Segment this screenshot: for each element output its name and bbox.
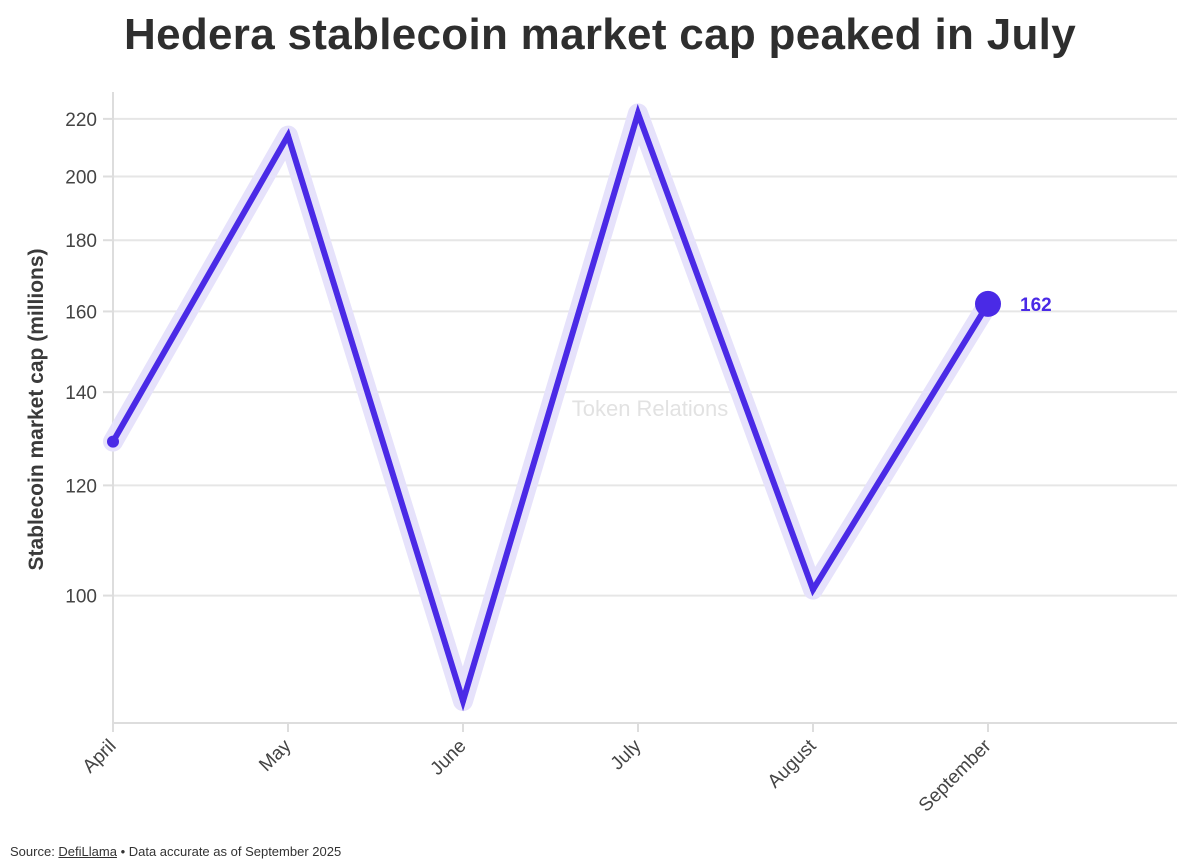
source-prefix: Source: (10, 844, 59, 859)
y-axis-title: Stablecoin market cap (millions) (25, 248, 48, 570)
start-point-marker (107, 435, 119, 448)
y-tick-label: 140 (65, 383, 97, 404)
x-tick-label: September (915, 735, 996, 816)
end-point-marker (975, 290, 1001, 317)
y-tick-label: 120 (65, 476, 97, 497)
y-tick-label: 180 (65, 231, 97, 252)
end-value-label: 162 (1020, 295, 1052, 316)
x-tick-label: July (607, 735, 646, 774)
series-line (110, 103, 991, 712)
x-tick-label: June (427, 736, 471, 780)
source-note: Source: DefiLlama • Data accurate as of … (10, 844, 341, 859)
data-point (460, 698, 466, 705)
series-layer (103, 103, 1001, 712)
data-point (810, 586, 816, 593)
chart-title: Hedera stablecoin market cap peaked in J… (124, 10, 1076, 59)
watermark: Token Relations (572, 396, 729, 421)
axis-layer: 100 120 140 160 180 200 220 April May June July Aug… (25, 92, 1177, 816)
data-point (285, 132, 291, 139)
data-point (635, 110, 641, 117)
source-suffix: • Data accurate as of September 2025 (116, 844, 342, 859)
source-link[interactable]: DefiLlama (58, 844, 117, 859)
label-layer: 162 (1020, 295, 1052, 316)
y-tick-label: 200 (65, 168, 97, 189)
x-tick-label: April (79, 736, 121, 778)
y-tick-label: 160 (65, 302, 97, 323)
y-tick-label: 220 (65, 110, 97, 131)
x-tick-label: August (764, 735, 821, 792)
y-tick-label: 100 (65, 587, 97, 608)
x-tick-label: May (255, 735, 296, 776)
grid-layer (113, 117, 1177, 597)
